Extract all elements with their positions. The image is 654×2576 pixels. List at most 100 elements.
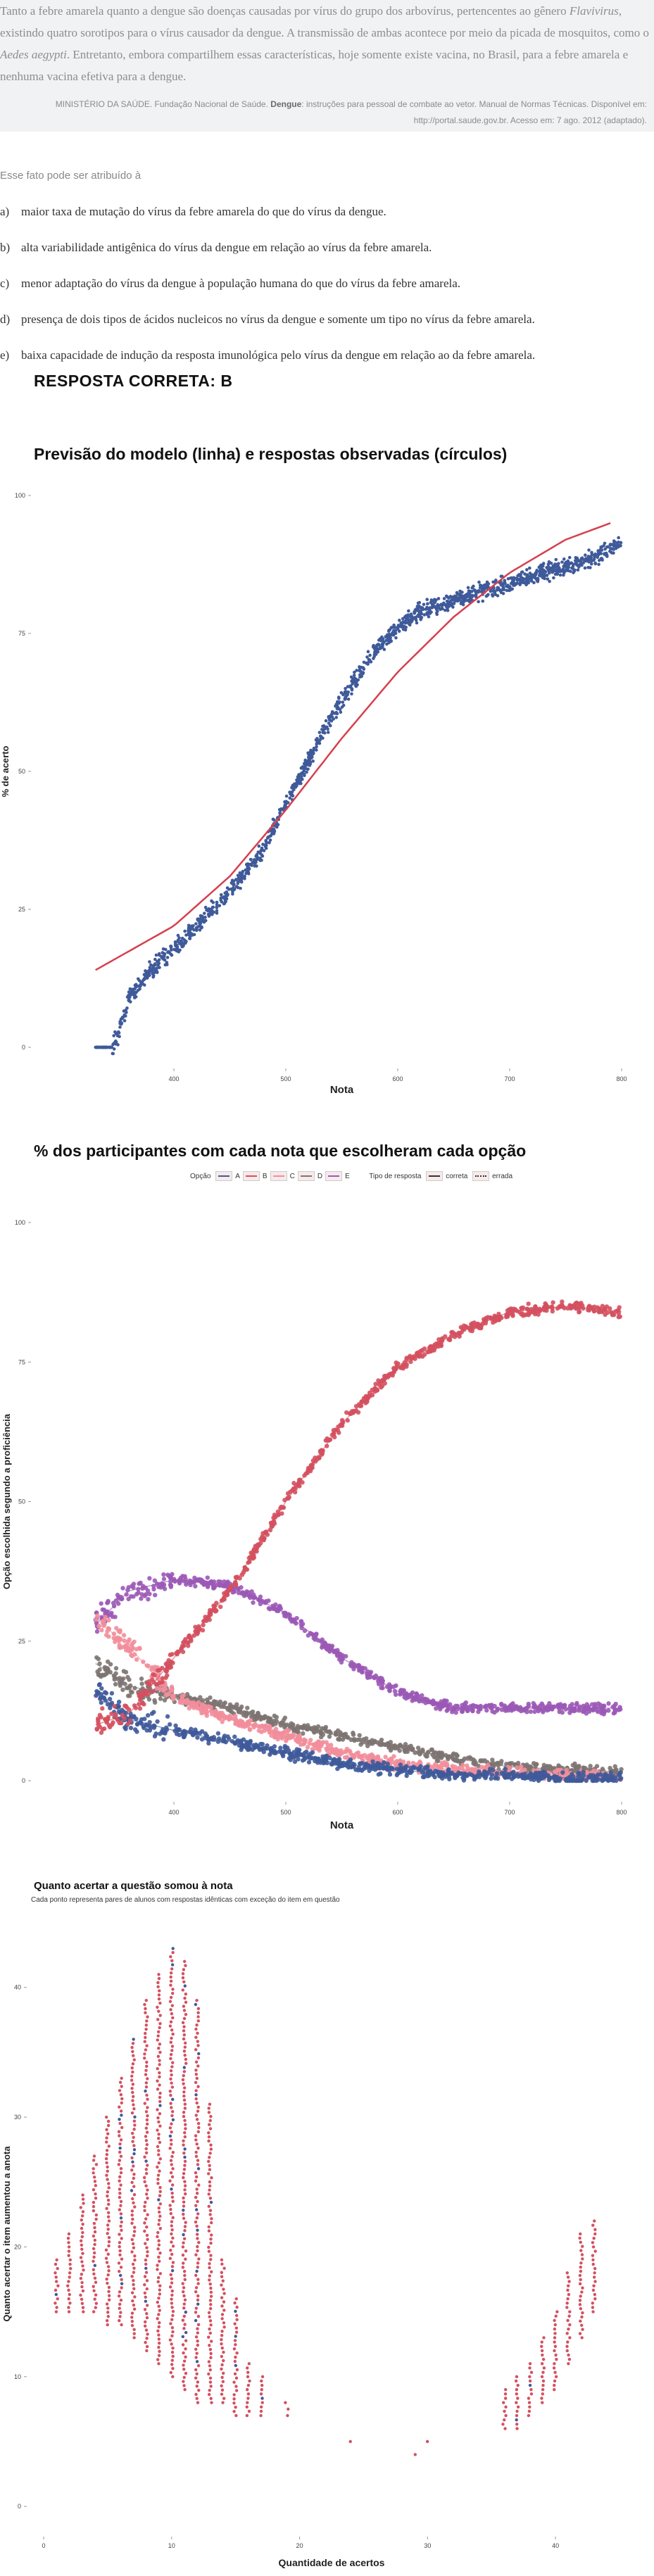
chart3-point [106, 2306, 110, 2310]
chart2-point-a [524, 1775, 529, 1781]
chart2-point-b [122, 1716, 127, 1721]
chart1-point [127, 999, 131, 1003]
chart1-point [619, 541, 623, 545]
chart1-point [324, 719, 328, 723]
chart1-point [266, 835, 270, 839]
chart1-point [192, 933, 196, 937]
chart1-point [593, 562, 598, 566]
chart2-point-c [273, 1726, 279, 1731]
chart1-point [259, 849, 263, 853]
chart2-point-c [465, 1763, 470, 1768]
chart1-point [441, 602, 446, 607]
chart2-point-c [204, 1713, 210, 1718]
chart2-point-e [387, 1688, 392, 1693]
chart1-point [243, 877, 246, 880]
chart1-point [541, 562, 546, 565]
option-b[interactable]: b) alta variabilidade antigênica do vírus… [0, 241, 432, 254]
chart2-point-a [358, 1761, 363, 1766]
chart2-point-e [351, 1667, 356, 1672]
chart2-point-d [227, 1708, 233, 1713]
chart2-point-e [613, 1707, 618, 1712]
chart1-point [236, 873, 240, 878]
chart1-point [455, 592, 460, 596]
chart3-point [56, 2266, 59, 2271]
chart1-point [153, 957, 157, 961]
chart3-point [92, 2234, 96, 2238]
chart3-ytick-label: 30 [14, 2114, 21, 2121]
chart3-point [94, 2213, 99, 2217]
chart2-point-a [581, 1773, 586, 1778]
chart1-point [417, 600, 422, 605]
chart2-point-d [272, 1713, 277, 1719]
option-c[interactable]: c) menor adaptação do vírus da dengue à p… [0, 277, 461, 290]
chart1-point [425, 598, 429, 602]
chart2-point-d [208, 1695, 213, 1700]
chart1-point [616, 544, 620, 548]
chart2-point-b [617, 1314, 622, 1319]
option-a[interactable]: a) maior taxa de mutação do vírus da febr… [0, 205, 386, 218]
chart1-point [269, 833, 273, 838]
chart2-point-e [94, 1629, 100, 1634]
chart1-point [587, 548, 591, 552]
chart2-point-b [577, 1310, 581, 1315]
chart2-point-d [212, 1699, 217, 1704]
chart1-point [166, 949, 170, 954]
chart1-point [163, 954, 166, 958]
chart1-point [338, 700, 341, 704]
chart2-point-d [162, 1698, 168, 1703]
chart1-ytick-label: 0 [22, 1044, 25, 1051]
chart1-point [596, 552, 600, 556]
chart2-point-b [99, 1715, 103, 1720]
chart2-point-e [142, 1593, 147, 1598]
chart1-point [315, 748, 318, 752]
chart3-point [94, 2163, 99, 2166]
chart2-point-d [96, 1672, 101, 1677]
chart2-point-e [613, 1701, 618, 1707]
chart2-xtick-label: 600 [392, 1809, 403, 1816]
chart1-point [436, 597, 441, 600]
chart3-point [106, 2198, 111, 2202]
chart1-ytick-label: 25 [18, 906, 25, 913]
chart1-point [303, 758, 307, 762]
chart2-point-c [220, 1719, 225, 1724]
chart1-point [428, 606, 432, 610]
chart2-point-d [386, 1745, 391, 1750]
chart1-point [112, 1034, 115, 1037]
chart1-point [284, 794, 289, 798]
chart2-point-e [258, 1601, 263, 1607]
chart2-point-a [306, 1760, 312, 1764]
chart3-point [81, 2264, 84, 2268]
chart2-point-a [337, 1757, 342, 1762]
chart1-point [114, 1042, 118, 1046]
chart1-point [158, 966, 161, 969]
chart2-point-e [600, 1710, 605, 1715]
chart1-point [177, 950, 181, 954]
chart2-point-a [260, 1741, 265, 1747]
chart1-point [141, 980, 144, 983]
chart1-xlabel: Nota [330, 1084, 354, 1096]
chart2-point-c [196, 1700, 201, 1705]
chart1-point [456, 596, 460, 600]
chart1-point [220, 900, 224, 904]
chart2-point-a [584, 1778, 589, 1783]
chart2-point-a [123, 1726, 128, 1731]
chart1-point [522, 581, 527, 585]
chart3-point [79, 2277, 83, 2280]
chart1-point [201, 918, 205, 921]
chart2-point-a [532, 1777, 536, 1783]
chart1-point [597, 558, 601, 562]
option-e[interactable]: e) baixa capacidade de indução da respost… [0, 348, 536, 362]
chart2-point-a [152, 1734, 158, 1739]
chart1-point [459, 602, 463, 605]
chart1-point [389, 636, 392, 640]
chart2-point-a [398, 1762, 403, 1767]
option-d[interactable]: d) presença de dois tipos de ácidos nucle… [0, 312, 535, 326]
chart3-point [105, 2302, 109, 2306]
chart1-point [131, 987, 135, 991]
chart2-point-c [103, 1615, 108, 1620]
chart2-point-e [360, 1665, 365, 1670]
legend-key-option-c [270, 1171, 287, 1181]
chart1-point [490, 593, 494, 596]
chart2-point-c [564, 1767, 570, 1773]
